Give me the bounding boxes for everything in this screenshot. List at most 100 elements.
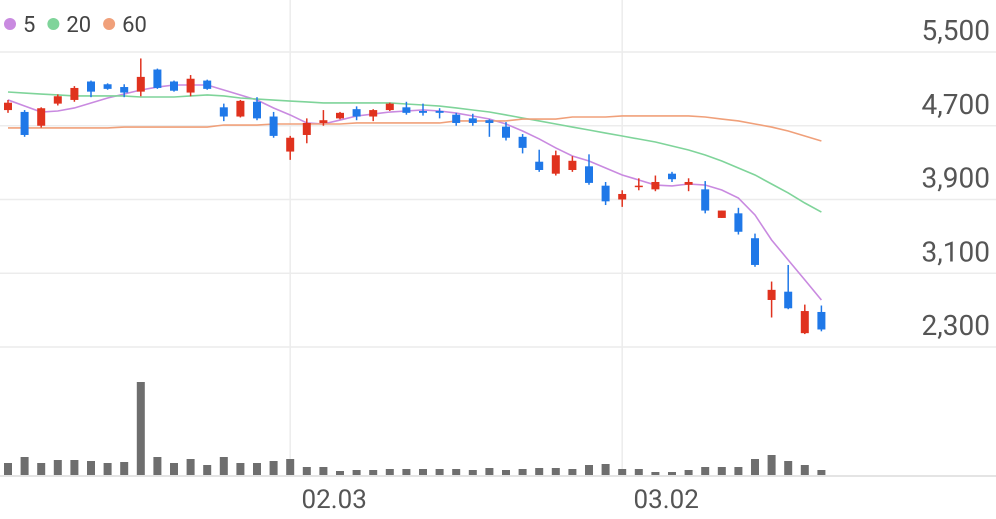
volume-bar	[402, 469, 411, 475]
candle-body	[701, 189, 710, 211]
candle-body	[568, 160, 577, 170]
y-tick-label: 3,100	[922, 235, 990, 268]
candle-body	[253, 101, 261, 119]
volume-bar	[717, 467, 726, 475]
volume-bar	[385, 469, 394, 475]
candle-body	[668, 173, 676, 180]
volume-bar	[203, 465, 212, 475]
volume-bar	[136, 382, 145, 475]
candle-body	[601, 185, 610, 202]
volume-bar	[634, 469, 643, 475]
volume-bar	[87, 461, 95, 475]
candle-body	[551, 155, 560, 174]
legend-label: 5	[23, 13, 35, 38]
candle-body	[535, 161, 544, 170]
x-tick-label: 03.02	[634, 485, 699, 515]
candle-body	[103, 84, 112, 89]
y-tick-label: 2,300	[922, 309, 990, 342]
volume-bar	[236, 463, 245, 475]
candle-body	[37, 108, 46, 126]
ma-line	[7, 91, 822, 213]
legend-marker	[4, 18, 16, 30]
volume-bar	[170, 463, 178, 475]
candle-body	[286, 137, 295, 152]
volume-bar	[618, 469, 627, 475]
candle-body	[186, 78, 195, 93]
volume-bar	[219, 457, 228, 475]
volume-bar	[751, 459, 759, 475]
volume-bar	[668, 472, 676, 475]
candle-body	[651, 181, 660, 190]
candle-body	[751, 238, 759, 265]
candle-body	[87, 81, 95, 92]
volume-bar	[20, 457, 29, 475]
candle-body	[634, 185, 643, 188]
candle-body	[717, 210, 726, 218]
volume-bar	[120, 462, 129, 475]
volume-bar	[336, 471, 344, 475]
y-tick-label: 5,500	[922, 14, 990, 47]
legend-marker	[103, 18, 116, 30]
candle-body	[402, 107, 411, 113]
candle-body	[136, 76, 145, 92]
volume-bar	[369, 470, 378, 475]
volume-bar	[435, 469, 444, 475]
volume-bar	[186, 459, 195, 475]
legend-marker	[47, 18, 60, 30]
legend-label: 20	[66, 13, 91, 38]
candle-body	[70, 87, 79, 100]
volume-bar	[53, 460, 62, 475]
volume-bar	[269, 461, 278, 475]
candle-body	[518, 136, 527, 148]
volume-bar	[502, 470, 510, 475]
volume-bar	[734, 467, 743, 475]
volume-bar	[4, 463, 12, 475]
volume-bar	[302, 467, 311, 475]
ma-line	[8, 115, 822, 142]
volume-bar	[319, 467, 328, 475]
y-tick-label: 4,700	[922, 88, 990, 121]
volume-bar	[551, 468, 560, 475]
volume-bar	[352, 470, 361, 475]
candle-body	[800, 311, 809, 334]
candle-body	[219, 107, 228, 117]
volume-bar	[485, 468, 494, 475]
volume-bar	[817, 470, 826, 475]
candle-body	[120, 87, 129, 93]
candle-body	[817, 311, 826, 330]
y-tick-label: 3,900	[922, 162, 990, 195]
volume-bar	[153, 457, 162, 475]
candle-body	[385, 103, 394, 111]
candle-body	[53, 96, 62, 104]
volume-bar	[452, 469, 461, 475]
volume-bar	[286, 459, 295, 475]
volume-bar	[601, 464, 610, 475]
candle-body	[485, 120, 494, 123]
candle-body	[319, 120, 328, 123]
candle-body	[236, 100, 245, 117]
volume-bar	[684, 470, 693, 475]
candle-body	[767, 289, 776, 300]
volume-bar	[585, 465, 593, 475]
candle-body	[20, 111, 29, 135]
volume-bar	[800, 465, 809, 475]
candle-body	[269, 116, 278, 136]
volume-bar	[767, 455, 776, 475]
volume-bar	[518, 469, 527, 475]
volume-bar	[103, 463, 112, 475]
candle-body	[302, 122, 311, 135]
candle-body	[170, 81, 178, 91]
candle-body	[468, 118, 477, 123]
volume-bar	[419, 469, 427, 475]
candle-body	[784, 291, 793, 309]
candle-body	[435, 111, 444, 113]
volume-bar	[535, 468, 544, 475]
candle-body	[352, 109, 361, 117]
legend-label: 60	[122, 13, 147, 38]
volume-bar	[37, 463, 46, 475]
candle-body	[452, 114, 461, 123]
volume-bar	[568, 469, 577, 475]
volume-bar	[701, 467, 710, 475]
candle-body	[585, 166, 593, 183]
